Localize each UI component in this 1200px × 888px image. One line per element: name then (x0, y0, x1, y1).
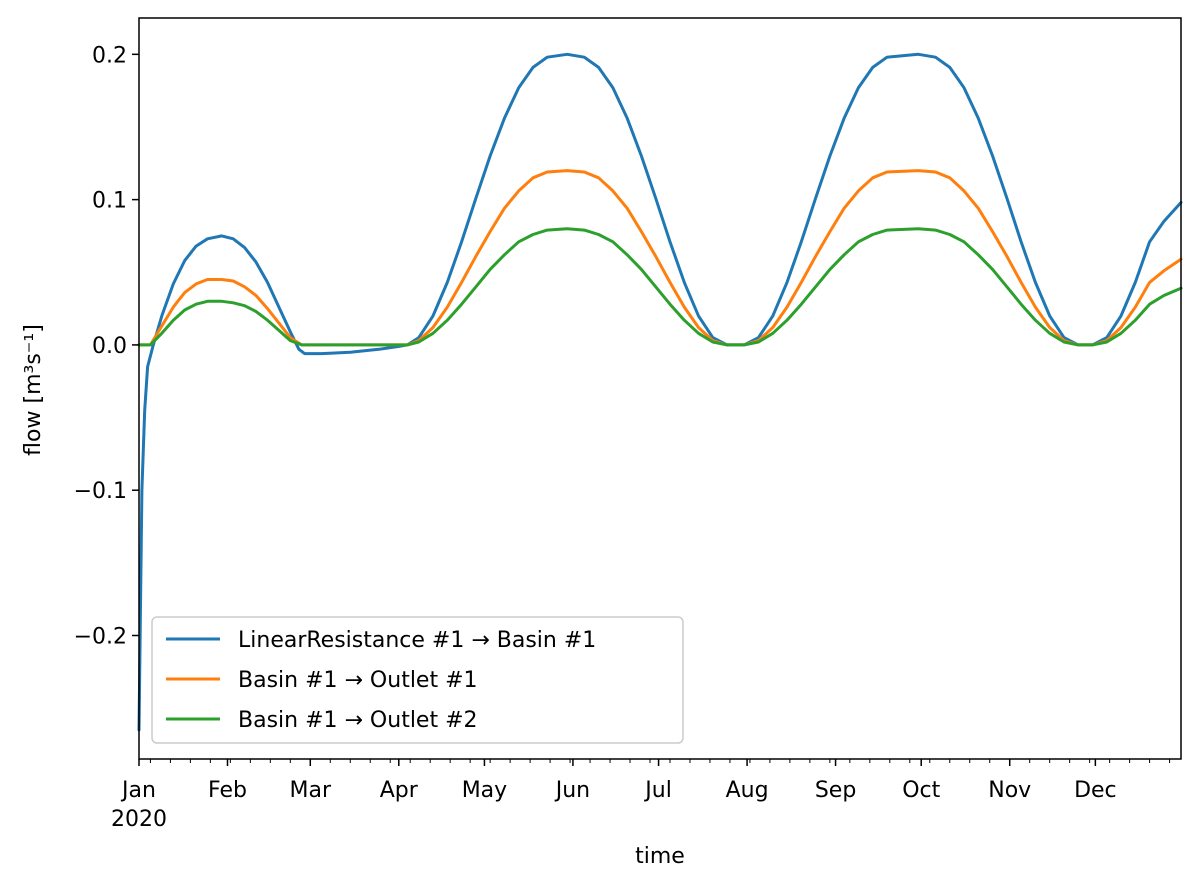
y-tick-label: 0.2 (92, 43, 127, 68)
x-tick-label: Mar (290, 778, 332, 803)
x-tick-label: Nov (988, 778, 1031, 803)
x-axis-title: time (635, 844, 685, 869)
plot-lines (137, 52, 1183, 732)
legend-frame (151, 616, 684, 744)
series-line-1 (137, 52, 1183, 732)
x-tick-label: Oct (902, 778, 940, 803)
legend-label-2: Basin #1 → Outlet #1 (238, 668, 478, 693)
x-tick-label: Feb (208, 778, 247, 803)
series-line-3 (137, 227, 1183, 347)
y-tick-label: −0.1 (74, 479, 127, 504)
x-tick-label: Aug (726, 778, 769, 803)
plot-frame (138, 17, 1182, 760)
legend-label-3: Basin #1 → Outlet #2 (238, 708, 478, 733)
y-tick-label: 0.1 (92, 189, 127, 214)
x-tick-label: May (462, 778, 507, 803)
y-axis: 0.2 0.1 0.0 −0.1 −0.2 (74, 43, 139, 650)
y-axis-title: flow [m³s⁻¹] (21, 324, 46, 456)
x-axis: Jan 2020 Feb Mar Apr May Jun Jul Aug Sep Oct Nov Dec (111, 759, 1171, 832)
x-tick-label: Jul (643, 778, 672, 803)
series-line-2 (137, 169, 1183, 347)
x-tick-label: Dec (1074, 778, 1117, 803)
x-tick-label: Sep (815, 778, 856, 803)
x-tick-label: Apr (380, 778, 419, 803)
y-tick-label: −0.2 (74, 625, 127, 650)
x-tick-label: Jan (120, 778, 156, 803)
x-tick-label: Jun (554, 778, 590, 803)
y-tick-label: 0.0 (92, 334, 127, 359)
legend: LinearResistance #1 → Basin #1 Basin #1 →… (151, 616, 684, 744)
legend-label-1: LinearResistance #1 → Basin #1 (238, 628, 596, 653)
x-tick-sublabel: 2020 (111, 807, 167, 832)
